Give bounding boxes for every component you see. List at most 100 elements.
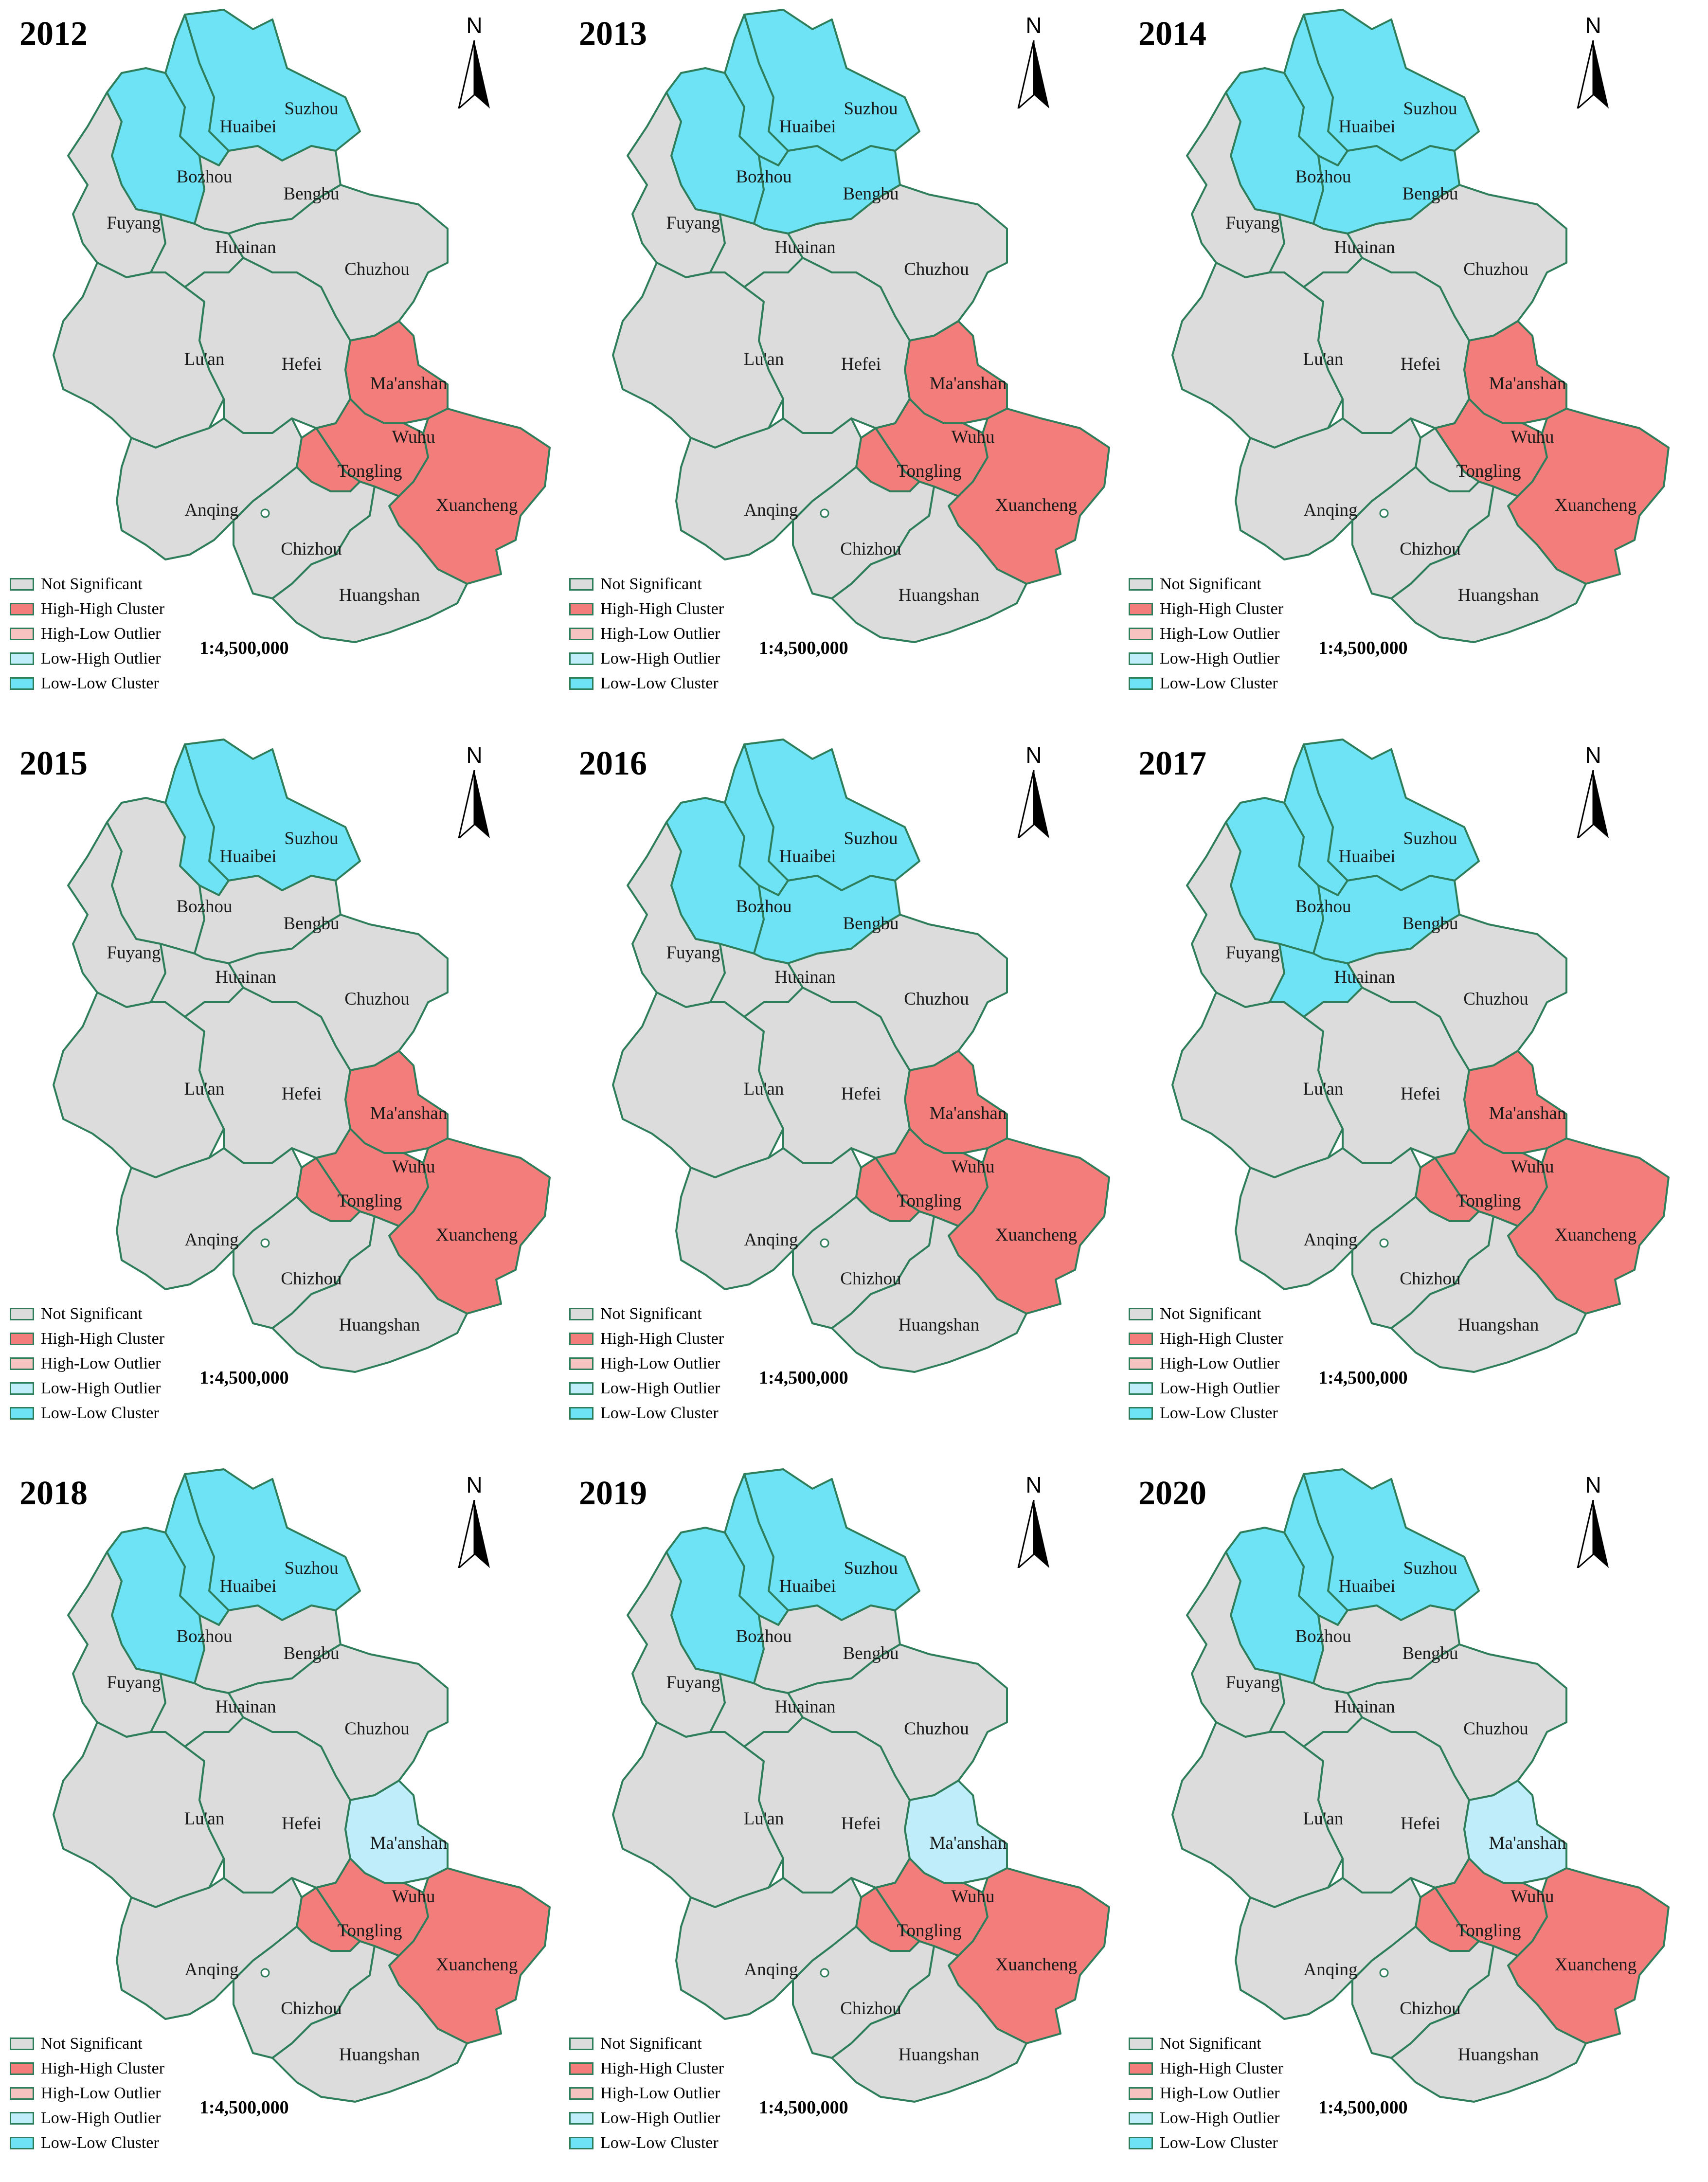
- legend-swatch: [569, 1357, 593, 1370]
- legend-label: High-Low Outlier: [41, 2084, 161, 2102]
- north-label: N: [466, 742, 483, 768]
- label-xuancheng: Xuancheng: [995, 495, 1078, 515]
- legend-swatch: [10, 602, 34, 615]
- legend-label: Not Significant: [600, 575, 702, 593]
- label-huaibei: Huaibei: [779, 847, 836, 866]
- label-ma-anshan: Ma'anshan: [930, 374, 1007, 394]
- legend-item-not-significant: Not Significant: [1129, 1301, 1333, 1326]
- prefecture-map: Suzhou Huaibei Bozhou Bengbu Fuyang Huainan Ch…: [53, 9, 551, 643]
- region-xuancheng: [388, 1867, 551, 2044]
- label-huainan: Huainan: [774, 237, 835, 257]
- legend-label: Low-Low Cluster: [41, 674, 159, 692]
- label-huangshan: Huangshan: [899, 1315, 979, 1335]
- north-label: N: [1025, 13, 1042, 38]
- label-bozhou: Bozhou: [1295, 167, 1351, 187]
- label-tongling: Tongling: [337, 461, 402, 481]
- map-panel-2020: Suzhou Huaibei Bozhou Bengbu Fuyang Huainan Ch…: [1119, 1460, 1678, 2180]
- label-hefei: Hefei: [841, 354, 881, 374]
- north-arrow-icon: [458, 40, 490, 108]
- legend-label: High-High Cluster: [41, 2059, 165, 2077]
- legend-label: Low-Low Cluster: [41, 2133, 159, 2152]
- legend-swatch: [10, 2111, 34, 2125]
- label-chizhou: Chizhou: [840, 539, 901, 559]
- legend-label: Low-Low Cluster: [1160, 2133, 1278, 2152]
- legend-label: High-High Cluster: [1160, 1329, 1284, 1348]
- legend-label: High-Low Outlier: [1160, 1354, 1280, 1372]
- panel-year: 2015: [19, 745, 88, 782]
- label-bozhou: Bozhou: [736, 1626, 791, 1646]
- region-xuancheng: [948, 1137, 1110, 1315]
- label-huangshan: Huangshan: [1458, 2045, 1539, 2065]
- legend-item-low-high-outlier: Low-High Outlier: [1129, 2106, 1333, 2130]
- label-bengbu: Bengbu: [1402, 184, 1458, 204]
- scale-text: 1:4,500,000: [199, 638, 289, 658]
- legend-swatch: [10, 2062, 34, 2075]
- label-ma-anshan: Ma'anshan: [1489, 374, 1566, 394]
- region-huangshan: [831, 1945, 1027, 2103]
- label-huangshan: Huangshan: [339, 585, 420, 605]
- legend: Not Significant High-High Cluster High-Low…: [10, 2031, 214, 2155]
- legend-swatch: [1129, 1357, 1153, 1370]
- legend-swatch: [10, 577, 34, 591]
- map-panel-2013: Suzhou Huaibei Bozhou Bengbu Fuyang Huainan Ch…: [559, 0, 1119, 720]
- region-huangshan: [1390, 1215, 1587, 1373]
- legend-item-low-low-cluster: Low-Low Cluster: [1129, 2130, 1333, 2155]
- legend-label: Low-Low Cluster: [41, 1404, 159, 1422]
- label-hefei: Hefei: [1401, 354, 1440, 374]
- panel-year: 2012: [19, 15, 88, 53]
- label-xuancheng: Xuancheng: [1555, 1225, 1637, 1245]
- legend-label: Low-High Outlier: [600, 649, 720, 667]
- legend-label: Low-Low Cluster: [1160, 674, 1278, 692]
- lake-marker: [260, 1238, 270, 1248]
- legend-swatch: [1129, 1382, 1153, 1395]
- legend-label: Low-High Outlier: [1160, 1379, 1280, 1397]
- legend-item-high-low-outlier: High-Low Outlier: [1129, 2081, 1333, 2106]
- label-anqing: Anqing: [1304, 500, 1358, 520]
- legend-item-low-high-outlier: Low-High Outlier: [569, 2106, 773, 2130]
- label-huangshan: Huangshan: [339, 1315, 420, 1335]
- legend-label: High-High Cluster: [1160, 2059, 1284, 2077]
- north-arrow-icon: [1017, 1500, 1049, 1568]
- panel-year: 2017: [1138, 745, 1206, 782]
- legend-label: High-High Cluster: [600, 599, 724, 618]
- label-lu-an: Lu'an: [744, 349, 784, 369]
- legend-item-high-high-cluster: High-High Cluster: [569, 1326, 773, 1351]
- label-huainan: Huainan: [215, 1697, 276, 1717]
- legend: Not Significant High-High Cluster High-Low…: [569, 572, 773, 696]
- map-panel-2017: Suzhou Huaibei Bozhou Bengbu Fuyang Huainan Ch…: [1119, 730, 1678, 1450]
- label-bengbu: Bengbu: [843, 914, 899, 934]
- legend-label: High-High Cluster: [600, 2059, 724, 2077]
- label-chuzhou: Chuzhou: [904, 1719, 969, 1739]
- label-tongling: Tongling: [1456, 461, 1521, 481]
- north-arrow: N: [448, 12, 501, 109]
- legend-label: Low-High Outlier: [600, 1379, 720, 1397]
- label-bozhou: Bozhou: [1295, 1626, 1351, 1646]
- label-hefei: Hefei: [841, 1084, 881, 1104]
- legend-item-low-high-outlier: Low-High Outlier: [1129, 1376, 1333, 1401]
- legend-swatch: [1129, 1407, 1153, 1420]
- region-huangshan: [1390, 486, 1587, 643]
- north-arrow-icon: [458, 770, 490, 838]
- legend-item-low-high-outlier: Low-High Outlier: [10, 646, 214, 671]
- legend-item-high-low-outlier: High-Low Outlier: [1129, 621, 1333, 646]
- legend: Not Significant High-High Cluster High-Low…: [569, 1301, 773, 1425]
- label-tongling: Tongling: [337, 1921, 402, 1941]
- legend-swatch: [10, 2087, 34, 2100]
- label-suzhou: Suzhou: [844, 829, 898, 848]
- scale-text: 1:4,500,000: [759, 2097, 848, 2118]
- north-label: N: [466, 1472, 483, 1497]
- legend-swatch: [10, 1307, 34, 1320]
- scale-text: 1:4,500,000: [759, 1368, 848, 1388]
- label-huaibei: Huaibei: [1338, 847, 1395, 866]
- legend-swatch: [1129, 1332, 1153, 1345]
- label-ma-anshan: Ma'anshan: [930, 1833, 1007, 1853]
- legend: Not Significant High-High Cluster High-Low…: [1129, 1301, 1333, 1425]
- legend-item-not-significant: Not Significant: [1129, 572, 1333, 596]
- label-huangshan: Huangshan: [899, 2045, 979, 2065]
- label-suzhou: Suzhou: [1403, 829, 1457, 848]
- legend-swatch: [569, 2087, 593, 2100]
- lake-marker: [260, 1968, 270, 1978]
- legend-item-high-high-cluster: High-High Cluster: [10, 2056, 214, 2081]
- label-chizhou: Chizhou: [1400, 1269, 1460, 1289]
